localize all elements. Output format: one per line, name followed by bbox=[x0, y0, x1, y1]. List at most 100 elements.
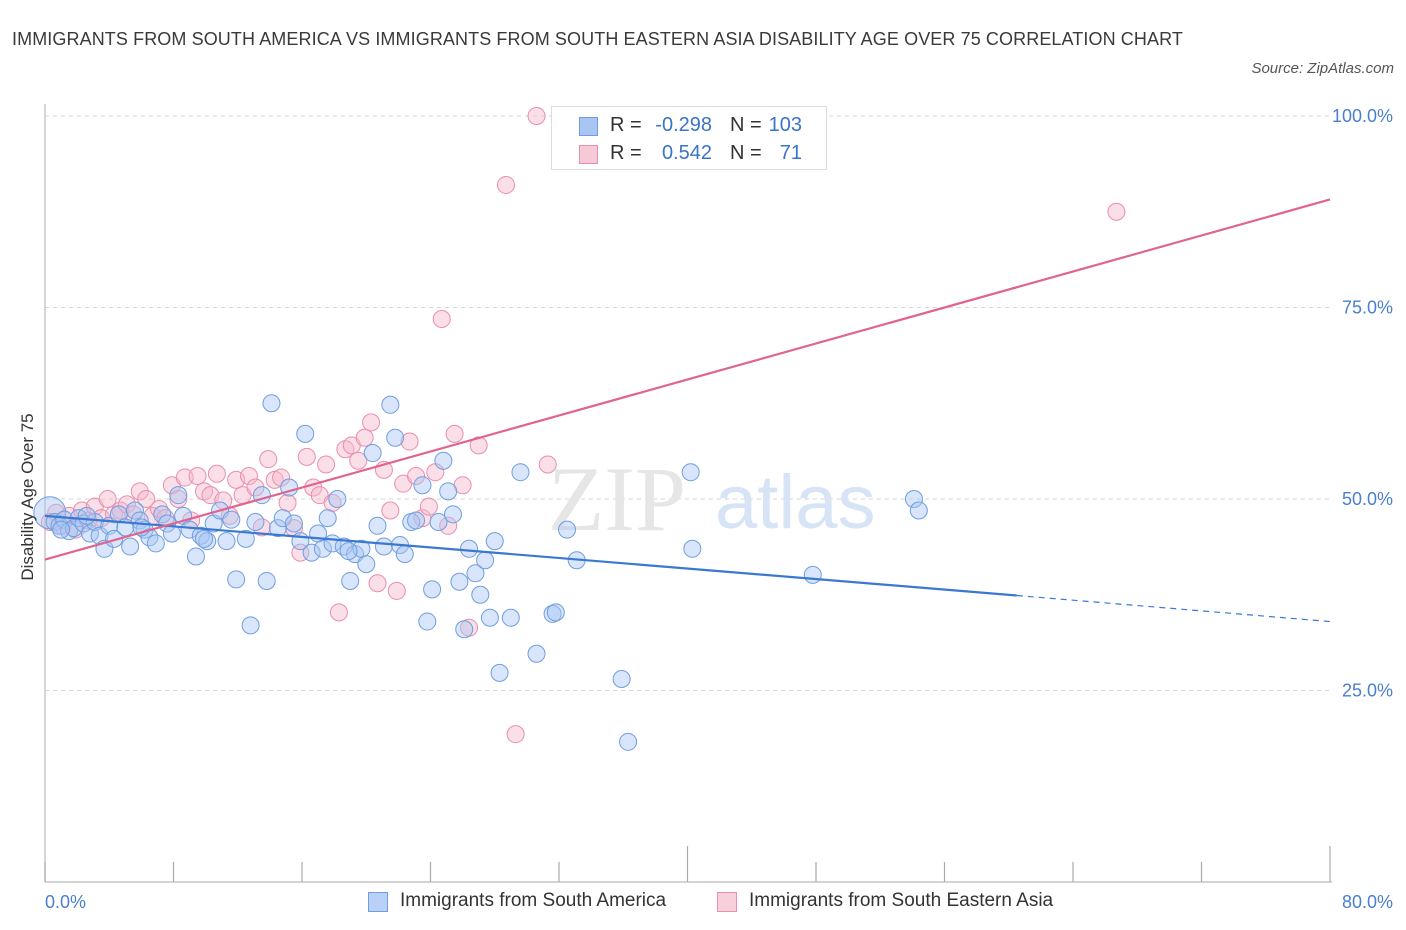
legend-n-label: N = bbox=[730, 114, 762, 136]
x-tick-label: 80.0% bbox=[1342, 892, 1393, 912]
legend-r-label: R = bbox=[610, 142, 642, 164]
south-america-point bbox=[64, 519, 83, 538]
se-asia-point bbox=[259, 450, 278, 469]
south-america-point bbox=[236, 529, 255, 548]
south-america-point bbox=[480, 608, 499, 627]
watermark: ZIP atlas bbox=[548, 448, 876, 550]
south-america-point bbox=[318, 509, 337, 528]
south-america-point bbox=[121, 537, 140, 556]
south-america-point bbox=[395, 545, 414, 564]
se-asia-trend-line bbox=[44, 198, 1331, 561]
se-asia-point bbox=[439, 516, 458, 535]
se-asia-point bbox=[278, 493, 297, 512]
south-america-point bbox=[125, 501, 144, 520]
se-asia-point bbox=[407, 467, 426, 486]
se-asia-point bbox=[506, 725, 525, 744]
se-asia-point bbox=[387, 581, 406, 600]
south-america-point bbox=[407, 511, 426, 530]
watermark-zip: ZIP bbox=[548, 448, 686, 550]
south-america-point bbox=[257, 571, 276, 590]
south-america-point bbox=[501, 608, 520, 627]
y-tick-label: 75.0% bbox=[1342, 298, 1393, 318]
south-america-point bbox=[803, 565, 822, 584]
y-tick-label: 25.0% bbox=[1342, 681, 1393, 701]
south-america-point bbox=[357, 555, 376, 574]
south-america-point bbox=[296, 424, 315, 443]
south-america-point bbox=[273, 509, 292, 528]
tick-labels: 25.0% 50.0% 75.0% 100.0% 0.0% 80.0% bbox=[45, 106, 1393, 912]
south-america-point bbox=[222, 510, 241, 529]
gridlines bbox=[45, 115, 1330, 691]
south-america-point bbox=[466, 564, 485, 583]
south-america-point bbox=[368, 516, 387, 535]
se-asia-point bbox=[445, 424, 464, 443]
source-note: Source: ZipAtlas.com bbox=[1251, 60, 1394, 77]
legend-swatch-pink bbox=[717, 892, 737, 912]
south-america-point bbox=[198, 532, 217, 551]
y-tick-label: 50.0% bbox=[1342, 489, 1393, 509]
se-asia-point bbox=[419, 497, 438, 516]
south-america-point bbox=[434, 451, 453, 470]
se-asia-point bbox=[349, 451, 368, 470]
south-america-point bbox=[313, 539, 332, 558]
legend-n-value: 71 bbox=[779, 142, 802, 164]
legend-swatch-blue bbox=[579, 117, 598, 136]
se-asia-point bbox=[355, 428, 374, 447]
legend-label: Immigrants from South Eastern Asia bbox=[749, 890, 1054, 911]
south-america-point bbox=[490, 663, 509, 682]
se-asia-point bbox=[207, 464, 226, 483]
south-america-point bbox=[460, 539, 479, 558]
legend-swatch-blue bbox=[368, 892, 388, 912]
south-america-point bbox=[476, 551, 495, 570]
south-america-point bbox=[511, 463, 530, 482]
south-america-point bbox=[439, 482, 458, 501]
se-asia-point bbox=[175, 468, 194, 487]
y-axis-label: Disability Age Over 75 bbox=[18, 413, 37, 580]
trend-lines bbox=[44, 198, 1331, 623]
south-america-point bbox=[284, 514, 303, 533]
south-america-point bbox=[423, 580, 442, 599]
south-america-point bbox=[77, 506, 96, 525]
south-america-point bbox=[909, 501, 928, 520]
south-america-point bbox=[429, 512, 448, 531]
south-america-point bbox=[302, 543, 321, 562]
se-asia-point bbox=[317, 455, 336, 474]
south-america-point bbox=[262, 394, 281, 413]
south-america-point bbox=[455, 620, 474, 639]
south-america-point bbox=[546, 603, 565, 622]
south-america-point bbox=[683, 539, 702, 558]
south-america-point bbox=[904, 490, 923, 508]
south-america-point bbox=[485, 532, 504, 551]
legend-label: Immigrants from South America bbox=[400, 890, 667, 911]
se-asia-point bbox=[239, 467, 258, 486]
south-america-point bbox=[381, 395, 400, 414]
south-america-point bbox=[241, 616, 260, 635]
south-america-point bbox=[450, 572, 469, 591]
south-america-point bbox=[195, 529, 214, 548]
south-america-point bbox=[153, 505, 172, 524]
se-asia-point bbox=[368, 574, 387, 593]
south-america-trend-extension bbox=[1016, 594, 1331, 623]
correlation-legend: R = -0.298 N = 103 R = 0.542 N = 71 bbox=[551, 106, 827, 170]
south-america-point bbox=[443, 505, 462, 524]
south-america-point bbox=[186, 547, 205, 566]
south-america-point bbox=[386, 428, 405, 447]
south-america-point bbox=[471, 585, 490, 604]
south-america-point bbox=[543, 604, 562, 623]
y-tick-label: 100.0% bbox=[1332, 106, 1393, 126]
se-asia-point bbox=[381, 501, 400, 520]
legend-r-value: 0.542 bbox=[661, 142, 712, 164]
south-america-point bbox=[180, 520, 199, 539]
south-america-point bbox=[619, 732, 638, 751]
legend-row-south-america: R = -0.298 N = 103 bbox=[552, 111, 826, 139]
south-america-point bbox=[527, 644, 546, 663]
south-america-point bbox=[52, 520, 71, 539]
south-america-point bbox=[413, 476, 432, 495]
se-asia-point bbox=[1107, 202, 1126, 221]
se-asia-points bbox=[40, 107, 1126, 744]
south-america-point bbox=[418, 612, 437, 631]
legend-n-value: 103 bbox=[768, 114, 802, 136]
se-asia-point bbox=[432, 309, 451, 328]
axes bbox=[44, 104, 1332, 883]
